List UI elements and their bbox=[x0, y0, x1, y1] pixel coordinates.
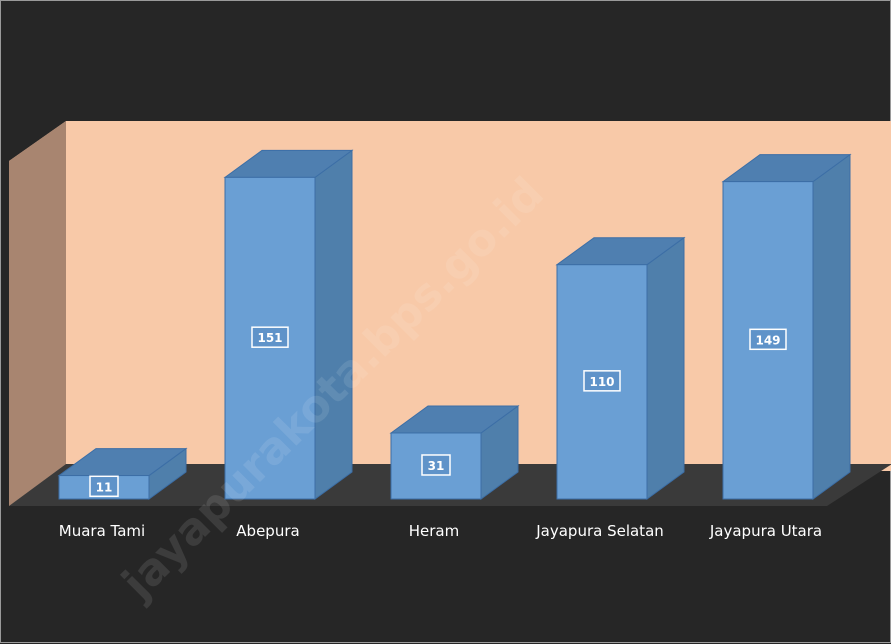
category-label: Muara Tami bbox=[59, 522, 145, 540]
bar-3: 31 bbox=[389, 404, 520, 500]
category-axis: Muara Tami Abepura Heram Jayapura Selatan Ja… bbox=[59, 522, 822, 540]
data-label-box bbox=[251, 326, 289, 348]
bar-5: 149 bbox=[721, 153, 852, 500]
data-label-box bbox=[749, 328, 787, 351]
category-label: Jayapura Utara bbox=[709, 522, 822, 540]
data-label-box bbox=[89, 475, 119, 498]
data-label: 31 bbox=[428, 459, 445, 473]
bar-front-face bbox=[390, 432, 482, 500]
bar-side-face bbox=[646, 236, 685, 500]
bar-2: 151 bbox=[223, 149, 354, 500]
bar-4: 110 bbox=[555, 236, 686, 500]
bar-1: 11 bbox=[57, 447, 188, 500]
bar-side-face bbox=[812, 153, 851, 500]
bar-series: 11 151 31 110 149 bbox=[57, 149, 852, 500]
side-wall bbox=[9, 121, 66, 506]
data-label: 151 bbox=[257, 331, 282, 345]
category-label: Abepura bbox=[236, 522, 299, 540]
category-label: Heram bbox=[409, 522, 459, 540]
data-label-box bbox=[421, 454, 451, 476]
data-label: 110 bbox=[589, 375, 614, 389]
bar-side-face bbox=[314, 149, 353, 500]
data-label: 11 bbox=[96, 480, 113, 494]
category-label: Jayapura Selatan bbox=[535, 522, 664, 540]
data-label-box bbox=[583, 370, 621, 392]
data-label: 149 bbox=[755, 333, 780, 347]
